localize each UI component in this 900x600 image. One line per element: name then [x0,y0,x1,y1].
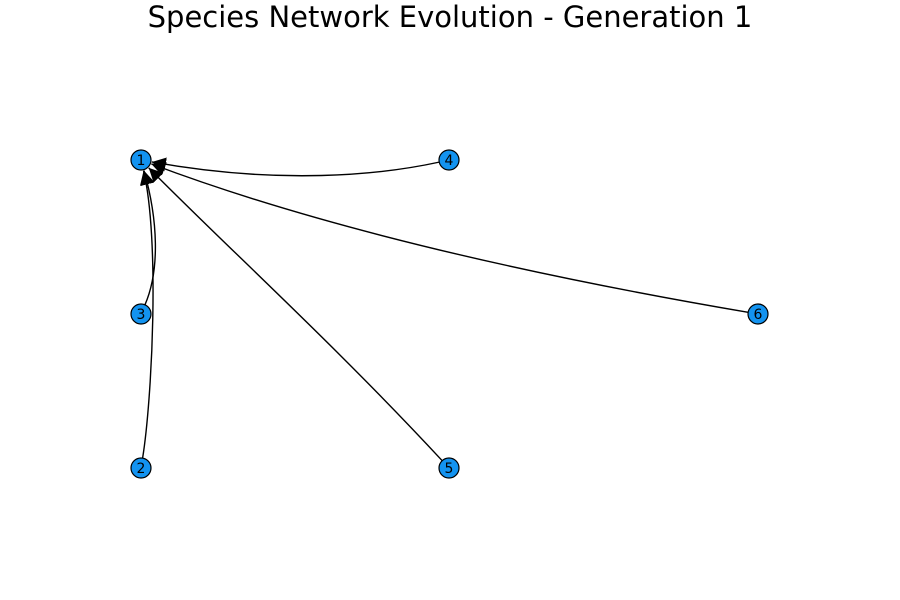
node-5: 5 [438,457,460,479]
edge-2-to-1 [139,170,154,459]
node-label: 1 [137,153,146,169]
node-label: 4 [445,153,454,169]
node-label: 2 [137,461,146,477]
node-1: 1 [130,149,152,171]
node-circle [438,457,460,479]
diagram-title: Species Network Evolution - Generation 1 [147,0,753,34]
node-circle [130,149,152,171]
node-6: 6 [747,303,769,325]
node-label: 3 [137,307,146,323]
edges-layer [139,157,749,462]
node-2: 2 [130,457,152,479]
edge-5-to-1 [148,167,443,462]
node-label: 6 [754,307,763,323]
node-4: 4 [438,149,460,171]
edge-4-to-1 [151,157,440,177]
nodes-layer: 1 2 3 4 5 6 [130,149,769,479]
edge-6-to-1 [151,162,749,314]
node-3: 3 [130,303,152,325]
node-circle [747,303,769,325]
node-circle [130,457,152,479]
node-label: 5 [445,461,454,477]
edge-3-to-1 [141,170,157,306]
node-circle [438,149,460,171]
node-circle [130,303,152,325]
